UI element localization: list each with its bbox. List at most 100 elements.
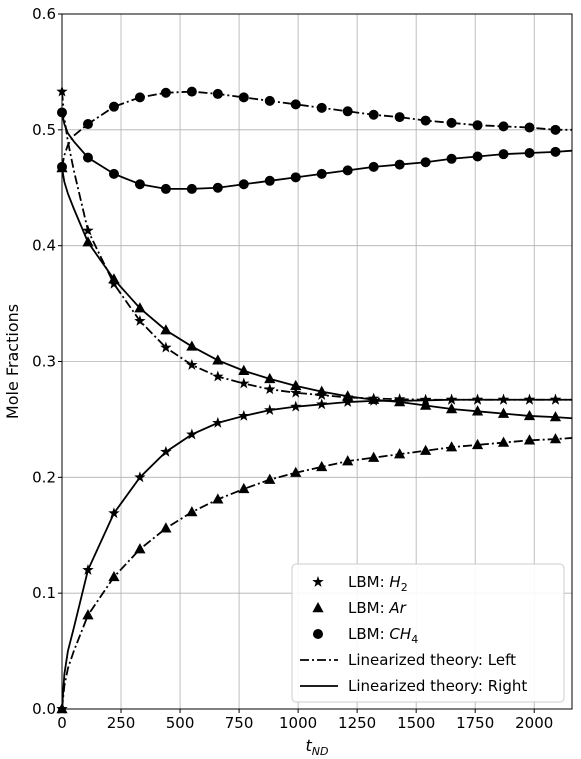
data-point-triangle bbox=[497, 436, 510, 447]
data-point-triangle bbox=[316, 460, 328, 472]
x-axis-label-main: t bbox=[306, 736, 313, 755]
data-point-circle bbox=[498, 121, 509, 132]
data-point-triangle bbox=[238, 364, 250, 375]
x-tick-label: 1500 bbox=[397, 714, 435, 732]
data-point-circle bbox=[212, 182, 223, 193]
data-point-circle bbox=[498, 149, 509, 160]
data-point-triangle bbox=[471, 438, 484, 450]
data-point-triangle bbox=[264, 372, 276, 384]
data-point-star bbox=[212, 416, 224, 428]
data-point-circle bbox=[342, 165, 353, 176]
data-point-circle bbox=[108, 168, 119, 179]
data-point-circle bbox=[238, 92, 249, 103]
legend-label: LBM: H2 bbox=[348, 573, 408, 594]
data-point-circle bbox=[290, 172, 301, 183]
data-point-star bbox=[160, 445, 172, 457]
data-point-star bbox=[134, 471, 146, 483]
data-point-triangle bbox=[394, 396, 406, 407]
data-point-star bbox=[82, 224, 94, 236]
data-point-triangle bbox=[212, 354, 224, 365]
data-point-triangle bbox=[316, 385, 328, 396]
series-line bbox=[61, 91, 572, 401]
data-point-circle bbox=[524, 122, 535, 133]
data-point-star bbox=[134, 314, 146, 326]
data-point-star bbox=[341, 396, 354, 407]
y-tick-label: 0.5 bbox=[32, 121, 56, 139]
data-point-circle bbox=[238, 179, 249, 190]
legend-label-subscript: 4 bbox=[411, 633, 418, 646]
data-point-star bbox=[523, 393, 536, 405]
data-point-triangle bbox=[445, 402, 458, 414]
data-point-star bbox=[186, 428, 198, 440]
y-tick-label: 0.2 bbox=[32, 468, 56, 486]
data-point-triangle bbox=[445, 441, 458, 452]
data-point-triangle bbox=[549, 411, 562, 422]
data-point-star bbox=[82, 564, 94, 575]
data-point-star bbox=[290, 400, 302, 412]
data-point-triangle bbox=[368, 451, 380, 462]
legend-label-species: CH bbox=[389, 625, 411, 643]
data-point-star bbox=[160, 341, 172, 353]
legend-label-text: Linearized theory: Left bbox=[348, 651, 516, 669]
data-point-triangle bbox=[82, 236, 94, 247]
data-point-circle bbox=[264, 175, 275, 186]
legend-label-text: LBM: bbox=[348, 599, 389, 617]
x-tick-label: 1000 bbox=[279, 714, 317, 732]
legend-label-text: Linearized theory: Right bbox=[348, 677, 527, 695]
legend-label: Linearized theory: Right bbox=[348, 677, 527, 695]
data-point-triangle bbox=[186, 506, 198, 517]
data-point-star bbox=[238, 377, 250, 389]
data-point-circle bbox=[524, 148, 535, 158]
series-layer bbox=[56, 85, 573, 714]
x-tick-label: 500 bbox=[166, 714, 195, 732]
data-point-triangle bbox=[549, 433, 562, 444]
data-point-star bbox=[238, 409, 250, 421]
data-point-circle bbox=[290, 99, 301, 110]
series-line bbox=[61, 167, 573, 420]
data-point-circle bbox=[472, 151, 483, 162]
data-point-triangle bbox=[264, 473, 276, 484]
data-point-circle bbox=[316, 102, 327, 113]
data-point-circle bbox=[160, 87, 171, 98]
data-point-circle bbox=[420, 157, 431, 168]
data-point-circle bbox=[368, 109, 379, 120]
data-point-triangle bbox=[523, 434, 536, 445]
data-point-circle bbox=[82, 152, 93, 163]
x-tick-label: 1250 bbox=[338, 714, 376, 732]
legend-label: LBM: CH4 bbox=[348, 625, 418, 646]
x-tick-label: 750 bbox=[225, 714, 254, 732]
data-point-circle bbox=[134, 92, 145, 103]
data-point-star bbox=[549, 393, 562, 405]
data-point-triangle bbox=[82, 609, 94, 620]
data-point-circle bbox=[160, 183, 171, 194]
data-point-triangle bbox=[212, 493, 224, 504]
data-point-circle bbox=[550, 124, 561, 135]
data-point-circle bbox=[186, 86, 197, 97]
data-point-triangle bbox=[342, 455, 354, 466]
series-line bbox=[61, 398, 572, 710]
data-point-star bbox=[290, 386, 302, 398]
data-point-triangle bbox=[108, 273, 120, 284]
data-point-star bbox=[264, 404, 276, 415]
series-line bbox=[61, 437, 573, 710]
legend-label-species: H bbox=[389, 573, 400, 591]
data-point-triangle bbox=[134, 543, 146, 554]
data-point-star bbox=[264, 383, 276, 395]
x-tick-label: 2000 bbox=[515, 714, 553, 732]
data-point-circle bbox=[394, 112, 405, 123]
legend-label-text: LBM: bbox=[348, 625, 389, 643]
x-tick-label: 0 bbox=[57, 714, 67, 732]
data-point-circle bbox=[316, 168, 327, 179]
data-point-circle bbox=[368, 161, 379, 172]
data-point-circle bbox=[394, 159, 405, 170]
data-point-triangle bbox=[134, 302, 146, 313]
legend-label-text: LBM: bbox=[348, 573, 389, 591]
legend-box bbox=[291, 563, 565, 703]
legend-label-subscript: 2 bbox=[401, 581, 408, 594]
data-point-triangle bbox=[290, 466, 302, 477]
data-point-triangle bbox=[290, 379, 302, 391]
data-point-circle bbox=[82, 119, 93, 130]
data-point-circle bbox=[420, 115, 431, 126]
x-axis-label: tND bbox=[306, 736, 329, 758]
